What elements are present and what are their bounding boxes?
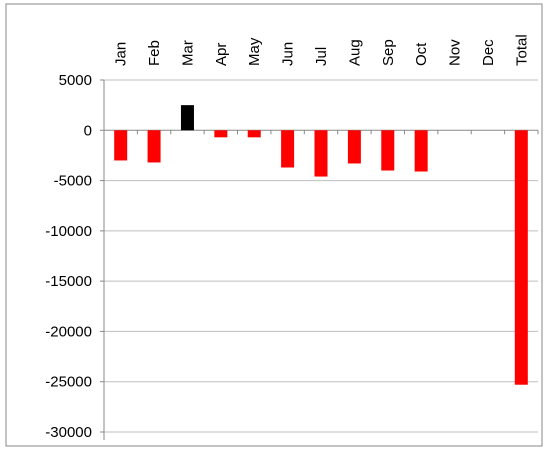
x-tick-label-apr: Apr	[213, 43, 230, 66]
bar-apr	[214, 130, 228, 138]
x-tick-label-may: May	[246, 37, 263, 66]
bar-mar	[180, 105, 194, 131]
x-tick-labels: Jan Feb Mar Apr May Jun Jul Aug Sep Oct Nov Dec Tota…	[113, 34, 531, 66]
y-tick-label: -10000	[45, 223, 92, 240]
bar-may	[247, 130, 261, 138]
y-tick-label: -30000	[45, 424, 92, 441]
x-tick-label-dec: Dec	[480, 39, 497, 66]
gridlines	[104, 79, 538, 433]
bar-sep	[381, 130, 395, 171]
x-tick-label-aug: Aug	[346, 39, 363, 66]
y-tick-label: 5000	[59, 72, 92, 89]
x-tick-label-jul: Jul	[313, 47, 330, 66]
bar-total	[514, 130, 528, 385]
bar-aug	[347, 130, 361, 164]
x-tick-label-nov: Nov	[447, 39, 464, 66]
x-tick-label-mar: Mar	[179, 40, 196, 66]
bar-jul	[314, 130, 328, 177]
y-tick-labels: 5000 0 -5000 -10000 -15000 -20000 -25000 -30000	[45, 72, 92, 441]
x-tick-label-jan: Jan	[113, 42, 130, 66]
chart-border	[5, 3, 543, 447]
y-tick-label: -5000	[54, 173, 92, 190]
x-tick-label-jun: Jun	[280, 42, 297, 66]
y-tick-label: -25000	[45, 374, 92, 391]
bar-jan	[114, 130, 128, 161]
x-tick-label-total: Total	[513, 34, 530, 66]
bar-jun	[281, 130, 295, 168]
y-tick-label: -20000	[45, 323, 92, 340]
x-tick-label-oct: Oct	[413, 42, 430, 66]
y-tick-label: 0	[84, 122, 92, 139]
bars	[114, 105, 528, 385]
x-tick-label-feb: Feb	[146, 40, 163, 66]
bar-oct	[414, 130, 428, 172]
y-tick-label: -15000	[45, 273, 92, 290]
bar-feb	[147, 130, 161, 163]
x-tick-label-sep: Sep	[380, 39, 397, 66]
